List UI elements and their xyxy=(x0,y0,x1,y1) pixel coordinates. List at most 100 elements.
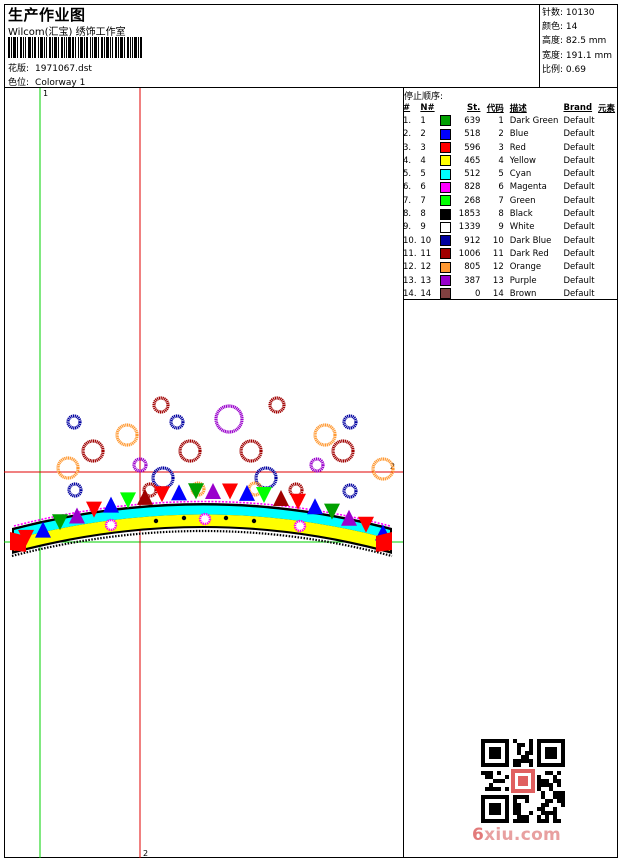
row-needle: 13 xyxy=(420,275,432,286)
row-brand: Default xyxy=(563,142,595,153)
stitch-count: 针数: 10130 xyxy=(542,8,595,18)
row-brand: Default xyxy=(563,182,595,193)
row-code: 13 xyxy=(492,275,504,286)
row-needle: 6 xyxy=(420,182,426,193)
col-header-index: # xyxy=(403,102,411,113)
col-header-needle: N# xyxy=(420,102,435,113)
page-title: 生产作业图 xyxy=(8,6,86,24)
band-triangle xyxy=(358,516,374,533)
col-header-element: 元素 xyxy=(598,103,616,114)
table-row: 6. 6 828 6 Magenta Default xyxy=(403,181,620,194)
col-header-description: 描述 xyxy=(509,103,527,114)
table-row: 9. 9 1339 9 White Default xyxy=(403,221,620,234)
table-row: 4. 4 465 4 Yellow Default xyxy=(403,154,620,167)
sequin-ring xyxy=(342,414,358,430)
row-stitches: 0 xyxy=(475,288,481,299)
sequin-ring xyxy=(56,456,80,480)
sequin-ring xyxy=(152,396,170,414)
sequin-ring xyxy=(371,457,395,481)
sequin-ring xyxy=(239,439,263,463)
colorway-line: 色位: Colorway 1 xyxy=(8,75,91,88)
row-index: 5. xyxy=(403,169,412,180)
row-index: 2. xyxy=(403,129,412,140)
color-swatch xyxy=(439,168,451,180)
color-rows: 1. 1 639 1 Dark Green Default 2. 2 518 2 Blue Defau… xyxy=(403,114,620,300)
row-code: 4 xyxy=(498,155,504,166)
row-index: 13. xyxy=(403,275,417,286)
band-triangle xyxy=(256,487,272,504)
color-swatch xyxy=(439,208,451,220)
band-end-cap-left xyxy=(10,532,26,552)
row-brand: Default xyxy=(563,275,595,286)
band-flower xyxy=(293,519,307,533)
row-description: Purple xyxy=(509,275,537,286)
row-brand: Default xyxy=(563,248,595,259)
color-swatch xyxy=(439,195,451,207)
band-triangle xyxy=(273,489,289,506)
design-height: 高度: 82.5 mm xyxy=(542,36,607,47)
table-row: 3. 3 596 3 Red Default xyxy=(403,141,620,154)
sequin-ring xyxy=(313,423,337,447)
row-description: Dark Red xyxy=(509,248,549,259)
row-stitches: 639 xyxy=(464,115,481,126)
color-sequence-table: # N# St. 代码 描述 Brand 元素 1. 1 639 1 Dark Gree… xyxy=(403,101,620,300)
row-code: 8 xyxy=(498,209,504,220)
design-stats: 针数: 10130 颜色: 14 高度: 82.5 mm 宽度: 191.1 m… xyxy=(542,6,612,77)
color-swatch xyxy=(439,275,451,286)
row-code: 10 xyxy=(492,235,504,246)
row-description: Yellow xyxy=(509,155,536,166)
sequin-ring xyxy=(254,466,278,490)
sequin-ring xyxy=(132,457,148,473)
sequin-ring xyxy=(169,414,185,430)
row-swatch xyxy=(436,234,453,247)
table-row: 5. 5 512 5 Cyan Default xyxy=(403,167,620,180)
row-swatch xyxy=(436,221,453,234)
row-brand: Default xyxy=(563,115,595,126)
row-stitches: 387 xyxy=(464,275,481,286)
guide-label-green: 1 xyxy=(43,89,48,98)
row-needle: 1 xyxy=(420,115,426,126)
row-index: 10. xyxy=(403,235,417,246)
guide-label-red-vertical: 2 xyxy=(143,849,148,858)
colorway-label: 色位: xyxy=(8,78,30,88)
table-row: 10. 10 912 10 Dark Blue Default xyxy=(403,234,620,247)
row-swatch xyxy=(436,114,453,127)
row-brand: Default xyxy=(563,155,595,166)
band-triangle xyxy=(341,509,357,526)
band-triangle xyxy=(324,503,340,520)
stats-divider xyxy=(539,4,540,88)
table-row: 14. 14 0 14 Brown Default xyxy=(403,287,620,300)
design-file-line: 花版: 1971067.dst xyxy=(8,61,98,74)
sequin-ring xyxy=(81,439,105,463)
panel-divider xyxy=(403,88,404,858)
row-index: 3. xyxy=(403,142,412,153)
band-triangle xyxy=(239,484,255,501)
row-brand: Default xyxy=(563,195,595,206)
row-stitches: 512 xyxy=(464,169,481,180)
row-description: Blue xyxy=(509,129,529,140)
sequin-ring xyxy=(268,396,286,414)
colorway-value: Colorway 1 xyxy=(35,78,86,88)
row-description: Magenta xyxy=(509,182,547,193)
row-brand: Default xyxy=(563,222,595,233)
band-dot xyxy=(181,515,187,521)
row-needle: 5 xyxy=(420,169,426,180)
row-needle: 3 xyxy=(420,142,426,153)
row-needle: 8 xyxy=(420,209,426,220)
row-needle: 11 xyxy=(420,248,432,259)
row-stitches: 268 xyxy=(464,195,481,206)
row-brand: Default xyxy=(563,169,595,180)
row-swatch xyxy=(436,181,453,194)
band-bottom-edge xyxy=(11,529,393,558)
row-code: 2 xyxy=(498,129,504,140)
row-code: 6 xyxy=(498,182,504,193)
row-swatch xyxy=(436,167,453,180)
table-header-row: # N# St. 代码 描述 Brand 元素 xyxy=(403,101,620,114)
row-swatch xyxy=(436,154,453,167)
col-header-swatch xyxy=(436,101,453,114)
row-index: 14. xyxy=(403,288,417,299)
band-triangle xyxy=(103,496,119,513)
row-swatch xyxy=(436,247,453,260)
design-width: 宽度: 191.1 mm xyxy=(542,50,613,61)
sequin-ring xyxy=(151,466,175,490)
